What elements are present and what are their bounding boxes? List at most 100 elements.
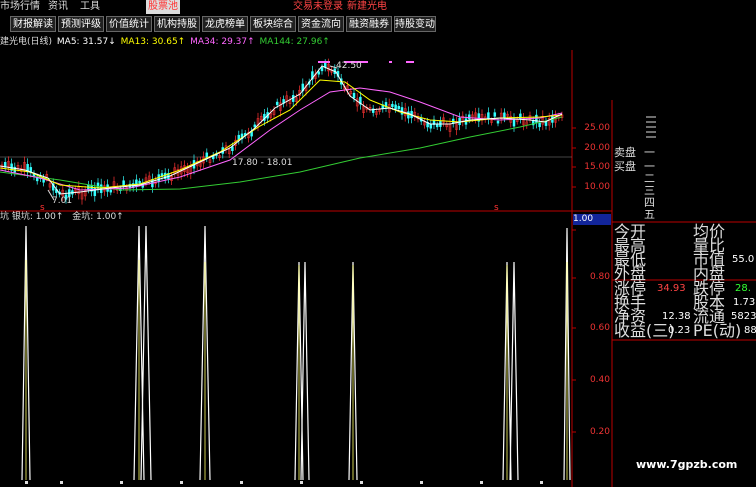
buy-level-5: 五	[644, 208, 655, 221]
candle-body	[423, 121, 426, 126]
candle-body	[375, 111, 378, 115]
ma-legend: 建光电(日线) MA5: 31.57↓ MA13: 30.65↑ MA34: 2…	[0, 36, 332, 48]
quote-turnover-label: 换手	[614, 293, 647, 312]
candle-body	[327, 63, 330, 72]
candle-body	[10, 163, 13, 171]
tab-forecast-rating[interactable]: 预测评级	[58, 16, 104, 32]
menu-market[interactable]: 市场行情	[0, 1, 40, 12]
tab-financial-report[interactable]: 财报解读	[10, 16, 56, 32]
menu-news[interactable]: 资讯	[48, 1, 68, 12]
ind-tick-020: 0.20	[589, 427, 610, 437]
candle-body	[253, 124, 257, 128]
tab-value-stats[interactable]: 价值统计	[106, 16, 152, 32]
candle-body	[442, 117, 445, 123]
price-tick-15: 15.00	[584, 162, 610, 172]
quote-pe-label: PE(动)	[693, 321, 742, 340]
quote-eps-value: 0.23	[668, 325, 691, 336]
candle-body	[272, 110, 276, 116]
candle-body	[231, 146, 234, 152]
quote-eps-label: 收益(三)	[614, 321, 675, 340]
candle-body	[320, 67, 324, 72]
candle-body	[125, 187, 129, 191]
candle-body	[535, 114, 538, 123]
candle-body	[205, 152, 209, 158]
candle-body	[208, 159, 212, 163]
function-tabs: 财报解读 预测评级 价值统计 机构持股 龙虎榜单 板块综合 资金流向 融资融券 …	[0, 14, 756, 34]
sell-level-1: 一	[644, 146, 655, 159]
ind-tick-080: 0.80	[589, 272, 610, 282]
buy-level-2: 二	[644, 172, 655, 185]
tab-dragon-tiger[interactable]: 龙虎榜单	[202, 16, 248, 32]
candle-body	[138, 180, 141, 184]
candle-body	[61, 189, 65, 197]
sell-label: 卖盘	[614, 146, 636, 159]
candle-body	[429, 123, 433, 129]
menu-tools[interactable]: 工具	[80, 1, 100, 12]
candle-body	[506, 113, 509, 117]
ma13-line	[0, 79, 563, 189]
candle-body	[355, 98, 359, 107]
candle-body	[477, 113, 481, 122]
candle-body	[359, 96, 362, 105]
ma34-value: MA34: 29.37↑	[190, 37, 255, 47]
quote-high-label: 最高	[614, 236, 647, 255]
tab-sector[interactable]: 板块综合	[250, 16, 296, 32]
tab-holding-change[interactable]: 持股变动	[394, 16, 436, 32]
candle-body	[64, 194, 68, 200]
candle-body	[218, 155, 221, 158]
candle-body	[109, 189, 113, 193]
candle-body	[157, 174, 161, 183]
candle-body	[247, 132, 250, 139]
candle-body	[384, 102, 388, 108]
menu-stock-pool[interactable]: 股票池	[146, 0, 180, 14]
quote-avg-label: 均价	[693, 222, 726, 241]
candle-body	[83, 190, 87, 197]
ind-tick-060: 0.60	[589, 323, 610, 333]
indicator-title: 坑	[0, 212, 10, 222]
candle-body	[499, 112, 503, 119]
high-price-label: 42.50	[336, 61, 362, 71]
tab-capital-flow[interactable]: 资金流向	[298, 16, 344, 32]
candle-body	[16, 165, 20, 169]
candle-body	[269, 112, 273, 118]
buy-level-1: 一	[644, 160, 655, 173]
trade-login-status[interactable]: 交易未登录	[293, 1, 343, 12]
candle-body	[496, 120, 500, 124]
quote-limitup-value: 34.93	[657, 283, 686, 294]
candle-body	[547, 117, 551, 126]
candle-body	[317, 71, 321, 75]
price-tick-10: 10.00	[584, 182, 610, 192]
silver-pit-value: 银坑: 1.00↑	[11, 212, 64, 222]
candle-body	[487, 112, 490, 120]
tab-margin-trading[interactable]: 融资融券	[346, 16, 392, 32]
candle-body	[467, 114, 471, 120]
price-tick-20: 20.00	[584, 143, 610, 153]
quote-nav-value: 12.38	[662, 311, 691, 322]
candle-body	[435, 124, 439, 128]
buy-level-4: 四	[644, 196, 655, 209]
indicator-spikes	[21, 225, 571, 481]
candle-body	[295, 97, 298, 102]
quote-float-value: 5823	[731, 311, 756, 322]
tab-institution-holding[interactable]: 机构持股	[154, 16, 200, 32]
quote-inner-label: 内盘	[693, 264, 726, 283]
candle-body	[397, 105, 401, 110]
quote-shares-label: 股本	[693, 293, 726, 312]
chart-title: 建光电(日线)	[0, 37, 53, 47]
menu-bar: 市场行情 资讯 工具 股票池 交易未登录 新建光电	[0, 0, 756, 14]
quote-limitdown-label: 跌停	[693, 279, 726, 298]
watermark: www.7gpzb.com	[636, 458, 738, 471]
gold-pit-value: 金坑: 1.00↑	[72, 212, 124, 222]
quote-outer-label: 外盘	[614, 264, 647, 283]
candle-body	[227, 149, 231, 155]
buy-level-3: 三	[644, 184, 655, 197]
stock-name-label: 新建光电	[347, 1, 387, 12]
candle-body	[7, 160, 10, 167]
ma144-value: MA144: 27.96↑	[259, 37, 330, 47]
candle-body	[503, 112, 506, 118]
candle-body	[490, 120, 493, 123]
price-tick-25: 25.00	[584, 123, 610, 133]
quote-limitup-label: 涨停	[614, 279, 647, 298]
ind-tick-040: 0.40	[589, 375, 610, 385]
